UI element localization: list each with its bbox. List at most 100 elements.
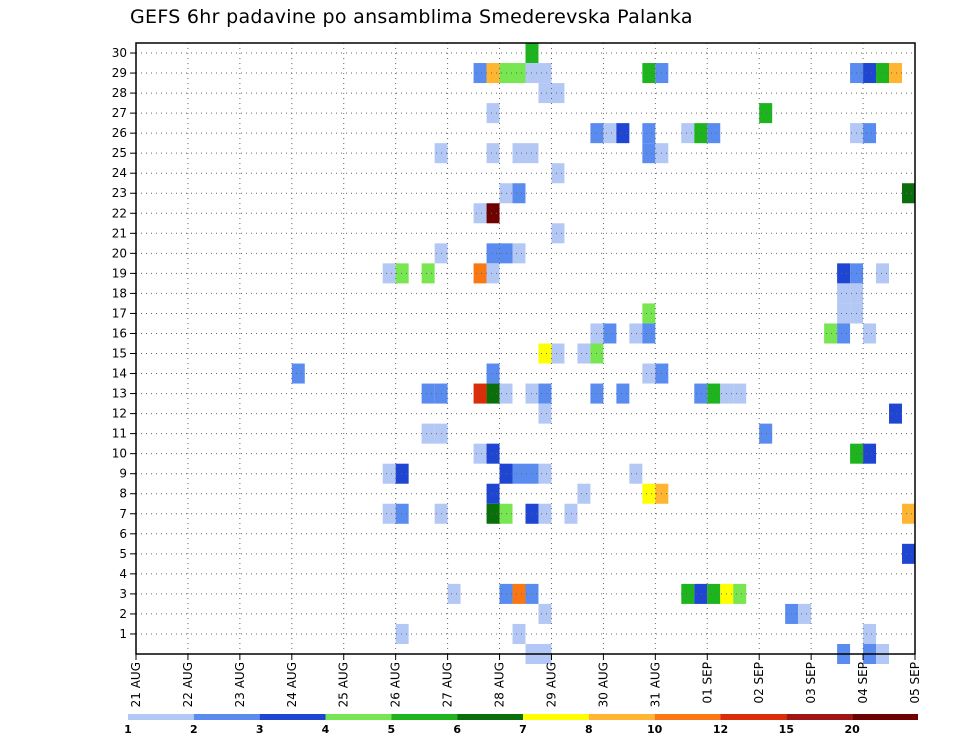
heatmap-cell bbox=[473, 443, 487, 464]
y-tick-label: 22 bbox=[112, 206, 127, 220]
x-tick-label: 23 AUG bbox=[233, 662, 247, 707]
heatmap-cell bbox=[473, 63, 487, 84]
y-tick-label: 1 bbox=[119, 627, 127, 641]
heatmap-cell bbox=[837, 303, 851, 324]
heatmap-cell bbox=[733, 383, 747, 404]
y-tick-label: 8 bbox=[119, 487, 127, 501]
y-tick-label: 10 bbox=[112, 447, 127, 461]
heatmap-cell bbox=[486, 63, 500, 84]
heatmap-cell bbox=[863, 623, 877, 644]
colorbar-label: 5 bbox=[388, 723, 396, 736]
y-tick-label: 26 bbox=[112, 126, 127, 140]
heatmap-cell bbox=[538, 63, 552, 84]
heatmap-cell bbox=[902, 543, 915, 564]
y-tick-label: 5 bbox=[119, 547, 127, 561]
heatmap-cell bbox=[733, 583, 747, 604]
y-tick-label: 23 bbox=[112, 186, 127, 200]
heatmap-cell bbox=[512, 463, 526, 484]
heatmap-cell bbox=[538, 343, 552, 364]
heatmap-cell bbox=[642, 303, 656, 324]
colorbar-segment bbox=[259, 714, 326, 720]
heatmap-cell bbox=[889, 63, 903, 84]
heatmap-cell bbox=[512, 583, 526, 604]
heatmap-cell bbox=[538, 463, 552, 484]
colorbar-label: 2 bbox=[190, 723, 198, 736]
y-tick-label: 19 bbox=[112, 266, 127, 280]
x-tick-label: 27 AUG bbox=[441, 662, 455, 707]
heatmap-cell bbox=[486, 443, 500, 464]
x-tick-label: 22 AUG bbox=[181, 662, 195, 707]
heatmap-cell bbox=[486, 363, 500, 384]
y-tick-label: 15 bbox=[112, 347, 127, 361]
heatmap-cell bbox=[551, 223, 565, 244]
heatmap-cell bbox=[473, 263, 487, 284]
heatmap-cell bbox=[577, 343, 591, 364]
heatmap-cell bbox=[512, 243, 526, 264]
y-tick-label: 30 bbox=[112, 46, 127, 60]
colorbar-segment bbox=[457, 714, 523, 720]
colorbar-label: 3 bbox=[256, 723, 264, 736]
x-axis-ticks: 21 AUG 22 AUG 23 AUG 24 AUG 25 AUG 26 AUG 27 A… bbox=[129, 654, 922, 707]
heatmap-cell bbox=[538, 603, 552, 624]
colorbar-segment bbox=[852, 714, 918, 720]
heatmap-cell bbox=[707, 583, 721, 604]
grid-lines bbox=[136, 43, 915, 654]
heatmap-cell bbox=[902, 503, 915, 524]
heatmap-cell bbox=[512, 183, 526, 204]
heatmap-cell bbox=[486, 143, 500, 164]
colorbar-label: 4 bbox=[322, 723, 330, 736]
heatmap-cell bbox=[447, 583, 461, 604]
y-tick-label: 7 bbox=[119, 507, 127, 521]
y-tick-label: 20 bbox=[112, 246, 127, 260]
heatmap-cell bbox=[616, 383, 630, 404]
x-tick-label: 30 AUG bbox=[596, 662, 610, 707]
heatmap-cell bbox=[486, 503, 500, 524]
heatmap-cell bbox=[629, 323, 643, 344]
colorbar-segment bbox=[786, 714, 853, 720]
colorbar-label: 1 bbox=[124, 723, 132, 736]
y-tick-label: 29 bbox=[112, 66, 127, 80]
x-tick-label: 24 AUG bbox=[285, 662, 299, 707]
heatmap-cell bbox=[902, 183, 915, 204]
colorbar-label: 7 bbox=[519, 723, 527, 736]
heatmap-cell bbox=[863, 323, 877, 344]
heatmap-cell bbox=[551, 83, 565, 104]
heatmap-cell bbox=[421, 263, 435, 284]
heatmap-cell bbox=[421, 383, 435, 404]
heatmap-cell bbox=[512, 623, 526, 644]
heatmap-cell bbox=[824, 323, 838, 344]
heatmap-cell bbox=[291, 363, 305, 384]
heatmap-cell bbox=[486, 383, 500, 404]
heatmap-cell bbox=[382, 503, 396, 524]
heatmap-cell bbox=[603, 323, 617, 344]
y-tick-label: 25 bbox=[112, 146, 127, 160]
heatmap-cell bbox=[707, 383, 721, 404]
heatmap-cell bbox=[512, 63, 526, 84]
heatmap-cell bbox=[473, 203, 487, 224]
x-tick-label: 29 AUG bbox=[544, 662, 558, 707]
y-tick-label: 17 bbox=[112, 306, 127, 320]
colorbar-label: 20 bbox=[845, 723, 861, 736]
heatmap-cell bbox=[694, 123, 708, 144]
heatmap-cells bbox=[291, 43, 915, 665]
heatmap-cell bbox=[863, 63, 877, 84]
heatmap-cell bbox=[395, 623, 409, 644]
y-tick-label: 14 bbox=[112, 367, 127, 381]
colorbar-label: 15 bbox=[779, 723, 794, 736]
colorbar-label: 6 bbox=[453, 723, 461, 736]
heatmap-cell bbox=[616, 123, 630, 144]
heatmap-cell bbox=[421, 423, 435, 444]
colorbar-segment bbox=[588, 714, 655, 720]
heatmap-cell bbox=[473, 383, 487, 404]
x-tick-label: 28 AUG bbox=[493, 662, 507, 707]
x-tick-label: 01 SEP bbox=[700, 662, 714, 704]
heatmap-cell bbox=[382, 463, 396, 484]
y-tick-label: 18 bbox=[112, 286, 127, 300]
heatmap-cell bbox=[876, 63, 890, 84]
x-tick-label: 04 SEP bbox=[856, 662, 870, 704]
heatmap-cell bbox=[577, 483, 591, 504]
heatmap-cell bbox=[798, 603, 812, 624]
heatmap-cell bbox=[395, 463, 409, 484]
colorbar-segment bbox=[654, 714, 721, 720]
